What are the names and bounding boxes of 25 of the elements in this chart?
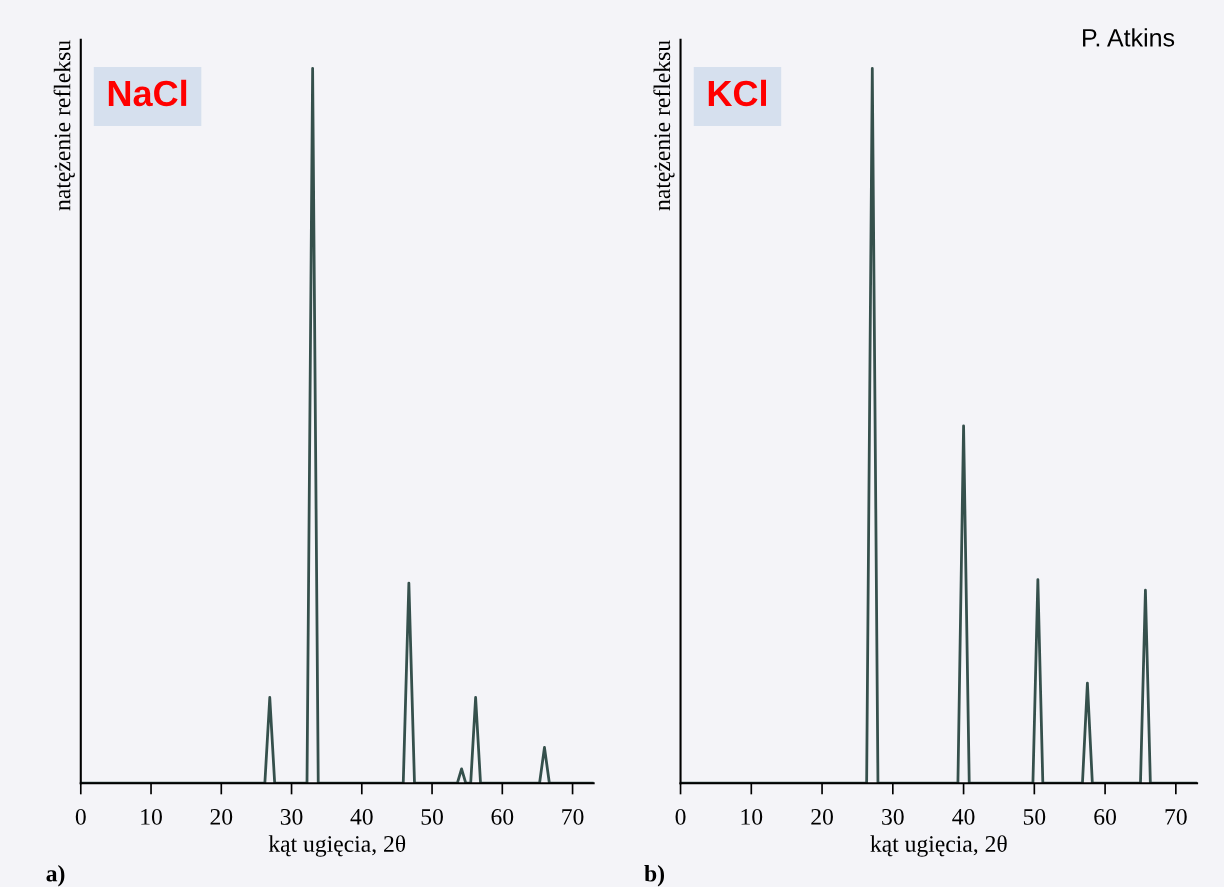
y-axis-title: natężenie refleksu <box>653 40 675 211</box>
x-tick-label: 40 <box>350 808 373 825</box>
text: P. Atkins <box>1083 28 1175 47</box>
x-tick-label: 40 <box>952 808 975 825</box>
chart-title: KCl <box>708 79 766 107</box>
x-tick-label: 10 <box>741 808 763 825</box>
x-tick-label: 20 <box>811 808 833 825</box>
x-tick-label: 60 <box>1094 808 1116 825</box>
x-axis-title: kąt ugięcia, 2θ <box>268 835 406 857</box>
x-tick-label: 50 <box>421 808 443 825</box>
x-tick-label: 70 <box>562 808 584 825</box>
text: b) <box>644 864 665 887</box>
x-tick-label: 20 <box>210 808 233 825</box>
x-tick-label: 10 <box>141 808 162 825</box>
text: a) <box>46 864 65 887</box>
x-axis-title: kąt ugięcia, 2θ <box>870 835 1007 857</box>
x-tick-label: 0 <box>675 808 686 825</box>
x-tick-label: 60 <box>491 808 514 825</box>
x-tick-label: 30 <box>882 808 904 825</box>
chart-title: NaCl <box>108 79 187 107</box>
x-tick-label: 70 <box>1165 808 1187 825</box>
y-axis-title: natężenie refleksu <box>53 40 75 211</box>
x-tick-label: 30 <box>280 808 303 825</box>
x-tick-label: 50 <box>1023 808 1046 825</box>
x-tick-label: 0 <box>75 808 86 825</box>
